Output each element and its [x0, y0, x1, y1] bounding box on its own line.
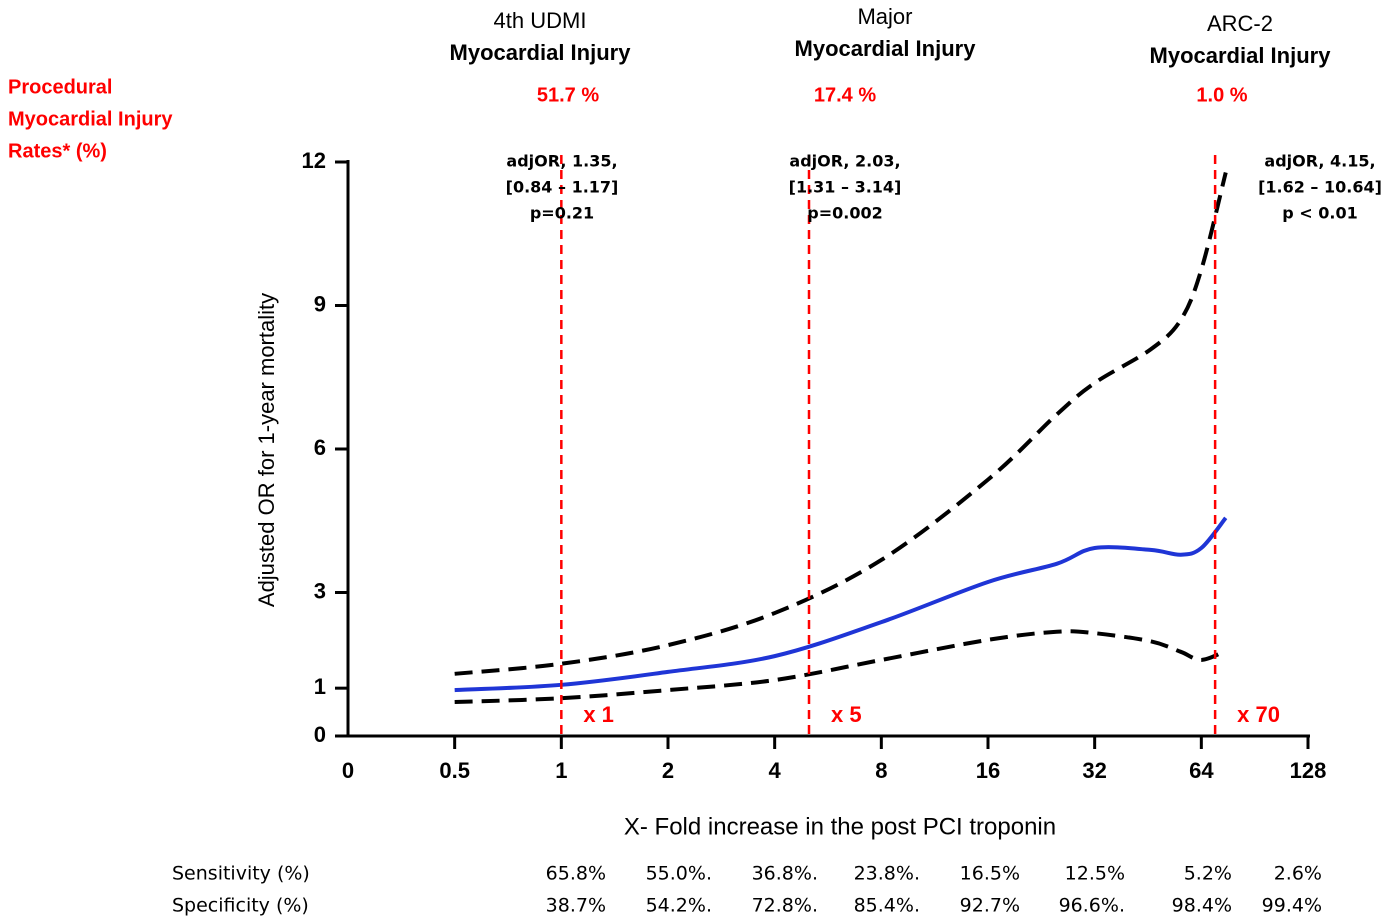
adj-or-annotation: p=0.002 — [807, 204, 882, 223]
adj-or-annotation: adjOR, 1.35, — [506, 152, 617, 171]
x-tick-label: 128 — [1290, 758, 1327, 783]
table-cell: 5.2% — [1184, 863, 1232, 885]
y-tick-label: 6 — [314, 435, 326, 460]
table-cell: 65.8% — [546, 863, 606, 885]
x-axis-label: X- Fold increase in the post PCI troponi… — [624, 813, 1056, 840]
x-tick-label: 16 — [976, 758, 1000, 783]
y-tick-label: 0 — [314, 722, 326, 747]
side-title: Rates* (%) — [8, 140, 107, 162]
x-tick-label: 0.5 — [439, 758, 470, 783]
table-cell: 16.5% — [960, 863, 1020, 885]
table-cell: 72.8%. — [752, 895, 818, 917]
x-tick-label: 64 — [1189, 758, 1214, 783]
y-tick-label: 3 — [314, 578, 326, 603]
table-row-label: Sensitivity (%) — [172, 863, 310, 885]
adj-or-annotation: [0.84 – 1.17] — [506, 178, 619, 197]
table-cell: 98.4% — [1172, 895, 1232, 917]
x-tick-label: 32 — [1082, 758, 1106, 783]
x-tick-label: 2 — [662, 758, 674, 783]
table-cell: 96.6%. — [1059, 895, 1125, 917]
adj-or-annotation: [1.62 – 10.64] — [1258, 178, 1382, 197]
adj-or-annotation: [1.31 – 3.14] — [789, 178, 902, 197]
adj-or-annotation: p < 0.01 — [1282, 204, 1357, 223]
series-line — [454, 516, 1228, 693]
table-cell: 2.6% — [1274, 863, 1322, 885]
table-cell: 12.5% — [1065, 863, 1125, 885]
table-cell: 92.7% — [960, 895, 1020, 917]
threshold-subheading: Myocardial Injury — [1150, 43, 1332, 68]
x-origin-label: 0 — [342, 758, 354, 783]
table-cell: 38.7% — [546, 895, 606, 917]
reference-label: x 1 — [583, 702, 614, 727]
table-row-label: Specificity (%) — [172, 895, 309, 917]
threshold-subheading: Myocardial Injury — [795, 36, 977, 61]
threshold-heading: ARC-2 — [1207, 11, 1273, 36]
table-cell: 99.4% — [1262, 895, 1322, 917]
adj-or-annotation: adjOR, 2.03, — [789, 152, 900, 171]
x-tick-label: 8 — [875, 758, 887, 783]
y-tick-label: 12 — [302, 148, 326, 173]
side-title: Myocardial Injury — [8, 108, 173, 130]
series-line — [454, 629, 1227, 705]
table-cell: 85.4%. — [854, 895, 920, 917]
threshold-heading: 4th UDMI — [494, 8, 587, 33]
injury-rate: 51.7 % — [537, 84, 599, 106]
series-line — [454, 172, 1228, 676]
injury-rate: 17.4 % — [814, 84, 876, 106]
y-tick-label: 1 — [314, 674, 326, 699]
adj-or-annotation: p=0.21 — [530, 204, 594, 223]
reference-label: x 5 — [831, 702, 862, 727]
table-cell: 55.0%. — [646, 863, 712, 885]
side-title: Procedural — [8, 76, 112, 98]
y-axis-label: Adjusted OR for 1-year mortality — [254, 293, 279, 607]
adj-or-annotation: adjOR, 4.15, — [1264, 152, 1375, 171]
threshold-subheading: Myocardial Injury — [450, 40, 632, 65]
threshold-heading: Major — [857, 4, 912, 29]
x-tick-label: 1 — [555, 758, 567, 783]
table-cell: 54.2%. — [646, 895, 712, 917]
reference-label: x 70 — [1237, 702, 1280, 727]
x-tick-label: 4 — [769, 758, 782, 783]
table-cell: 36.8%. — [752, 863, 818, 885]
y-tick-label: 9 — [314, 291, 326, 316]
injury-rate: 1.0 % — [1196, 84, 1247, 106]
table-cell: 23.8%. — [854, 863, 920, 885]
